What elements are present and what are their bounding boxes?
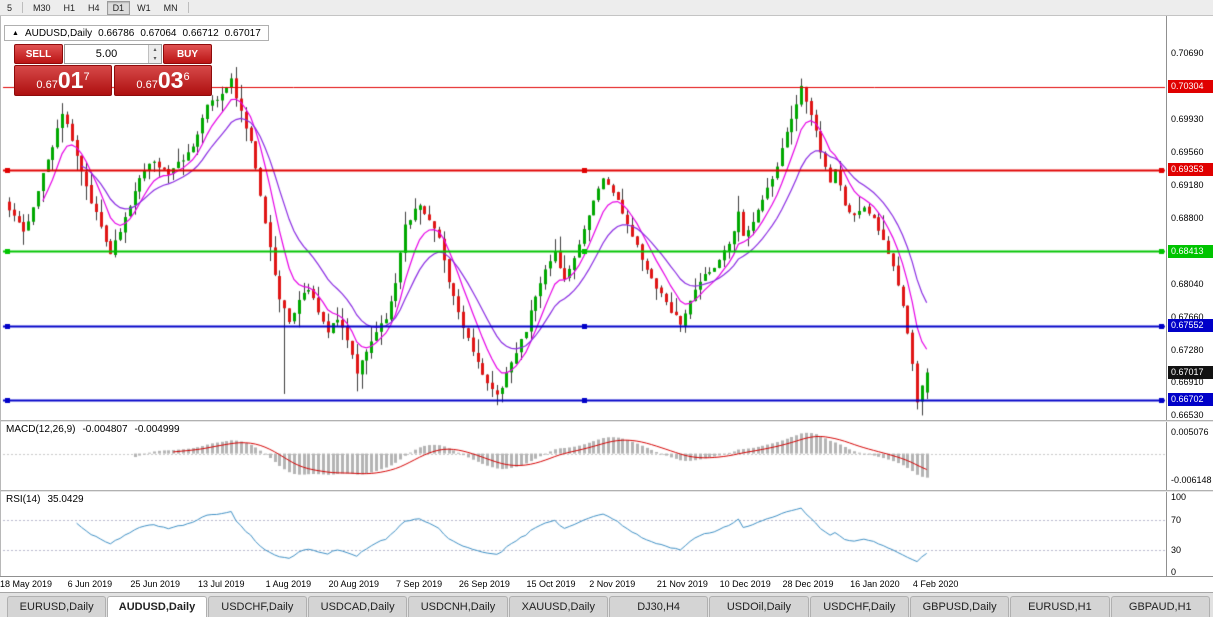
rsi-value: 35.0429 [47, 494, 84, 505]
volume-down-button[interactable]: ▾ [149, 54, 161, 63]
chart-tab[interactable]: AUDUSD,Daily [107, 596, 207, 617]
rsi-indicator-label: RSI(14) 35.0429 [6, 494, 84, 505]
chart-tab[interactable]: GBPUSD,Daily [909, 596, 1010, 617]
chart-header: ▲ AUDUSD,Daily 0.66786 0.67064 0.66712 0… [4, 25, 269, 41]
macd-value-main: -0.004807 [82, 424, 128, 435]
chart-tab[interactable]: XAUUSD,Daily [508, 596, 608, 617]
date-axis-label: 6 Jun 2019 [67, 579, 113, 589]
sell-price-display[interactable]: 0.67 01 7 [14, 65, 112, 96]
date-axis-label: 28 Dec 2019 [782, 579, 834, 589]
macd-indicator-label: MACD(12,26,9) -0.004807 -0.004999 [6, 424, 180, 435]
timeframe-button-m30[interactable]: M30 [27, 1, 57, 15]
chart-tab[interactable]: USDCNH,Daily [408, 596, 508, 617]
price-axis-tick: 0.67660 [1171, 311, 1204, 322]
macd-name: MACD(12,26,9) [6, 424, 76, 435]
chart-tab-bar: EURUSD,Daily AUDUSD,Daily USDCHF,Daily USDC… [0, 592, 1213, 617]
date-axis-label: 1 Aug 2019 [265, 579, 312, 589]
timeframe-button-h1[interactable]: H1 [58, 1, 82, 15]
sell-price-prefix: 0.67 [36, 79, 58, 91]
price-axis-tick: 0.69180 [1171, 179, 1204, 190]
ohlc-high: 0.67064 [140, 27, 177, 39]
chart-tab[interactable]: USDOil,Daily [709, 596, 809, 617]
date-axis-label: 25 Jun 2019 [130, 579, 180, 589]
chart-tab[interactable]: GBPAUD,H1 [1110, 596, 1210, 617]
current-price-badge: 0.67017 [1168, 365, 1213, 379]
price-axis[interactable]: 0.706900.703100.699300.695600.691800.688… [1166, 16, 1213, 577]
trade-panel-controls: SELL ▴ ▾ BUY [14, 44, 212, 64]
buy-price-prefix: 0.67 [136, 79, 158, 91]
price-level-badge: 0.70304 [1168, 80, 1213, 94]
rsi-axis-tick: 0 [1171, 567, 1177, 577]
buy-price-sup: 6 [183, 71, 190, 83]
chart-tab[interactable]: DJ30,H4 [608, 596, 709, 617]
ohlc-low: 0.66712 [182, 27, 219, 39]
price-level-badge: 0.69353 [1168, 163, 1213, 177]
macd-value-signal: -0.004999 [134, 424, 180, 435]
date-axis-label: 26 Sep 2019 [458, 579, 510, 589]
sell-price-sup: 7 [83, 71, 90, 83]
trade-panel-prices: 0.67 01 7 0.67 03 6 [14, 65, 212, 96]
toolbar-separator [187, 2, 189, 13]
price-axis-tick: 0.68040 [1171, 278, 1204, 289]
ohlc-open: 0.66786 [98, 27, 135, 39]
chart-tab[interactable]: EURUSD,H1 [1010, 596, 1110, 617]
price-axis-tick: 0.67280 [1171, 344, 1204, 355]
volume-up-button[interactable]: ▴ [149, 45, 161, 54]
volume-box: ▴ ▾ [64, 44, 162, 64]
price-level-badge: 0.68413 [1168, 244, 1213, 258]
chart-area: ▲ AUDUSD,Daily 0.66786 0.67064 0.66712 0… [0, 16, 1213, 577]
toolbar-separator [22, 2, 24, 13]
timeframe-button-h4[interactable]: H4 [82, 1, 106, 15]
date-axis-label: 2 Nov 2019 [589, 579, 636, 589]
price-level-badge: 0.67552 [1168, 319, 1213, 333]
timeframe-button-5[interactable]: 5 [1, 1, 18, 15]
price-axis-tick: 0.70690 [1171, 48, 1204, 59]
price-axis-tick: 0.66910 [1171, 376, 1204, 387]
chart-symbol-label: AUDUSD,Daily [24, 27, 93, 39]
timeframe-button-mn[interactable]: MN [158, 1, 184, 15]
date-axis-label: 4 Feb 2020 [912, 579, 959, 589]
chart-collapse-icon[interactable]: ▲ [12, 29, 19, 37]
rsi-axis-tick: 100 [1171, 492, 1187, 502]
chart-tab[interactable]: USDCHF,Daily [207, 596, 307, 617]
volume-spinner: ▴ ▾ [148, 45, 161, 63]
volume-input[interactable] [65, 45, 148, 63]
date-axis-label: 16 Jan 2020 [850, 579, 900, 589]
price-axis-tick: 0.69560 [1171, 146, 1204, 157]
buy-price-display[interactable]: 0.67 03 6 [114, 65, 212, 96]
price-chart-canvas[interactable] [1, 16, 1213, 576]
chart-tab[interactable]: USDCAD,Daily [307, 596, 408, 617]
rsi-axis-tick: 70 [1171, 514, 1182, 525]
macd-axis-tick: -0.006148 [1171, 474, 1212, 485]
rsi-pane-splitter[interactable] [1, 490, 1213, 492]
price-axis-tick: 0.66530 [1171, 409, 1204, 420]
date-axis-label: 7 Sep 2019 [396, 579, 443, 589]
timeframe-toolbar: 5 M30 H1 H4 D1 W1 MN [0, 0, 1213, 16]
buy-price-big: 03 [157, 67, 184, 93]
timeframe-button-w1[interactable]: W1 [131, 1, 157, 15]
macd-pane-splitter[interactable] [1, 420, 1213, 422]
macd-axis-tick: 0.005076 [1171, 426, 1209, 437]
timeframe-button-d1[interactable]: D1 [106, 0, 131, 15]
price-axis-tick: 0.68800 [1171, 212, 1204, 223]
ohlc-close: 0.67017 [224, 27, 261, 39]
rsi-name: RSI(14) [6, 494, 41, 505]
price-level-badge: 0.66702 [1168, 393, 1213, 407]
price-axis-tick: 0.69930 [1171, 114, 1204, 125]
date-axis-label: 13 Jul 2019 [198, 579, 245, 589]
date-axis[interactable]: 18 May 2019 6 Jun 2019 25 Jun 2019 13 Jul 2… [0, 576, 1213, 592]
chart-tab[interactable]: USDCHF,Daily [809, 596, 909, 617]
date-axis-label: 18 May 2019 [0, 579, 53, 589]
date-axis-label: 15 Oct 2019 [526, 579, 576, 589]
date-axis-label: 10 Dec 2019 [719, 579, 771, 589]
sell-price-big: 01 [57, 67, 84, 93]
buy-button[interactable]: BUY [163, 44, 212, 64]
date-axis-label: 20 Aug 2019 [328, 579, 379, 589]
sell-button[interactable]: SELL [14, 44, 63, 64]
chart-tab[interactable]: EURUSD,Daily [7, 596, 107, 617]
rsi-axis-tick: 30 [1171, 544, 1182, 555]
date-axis-label: 21 Nov 2019 [656, 579, 708, 589]
